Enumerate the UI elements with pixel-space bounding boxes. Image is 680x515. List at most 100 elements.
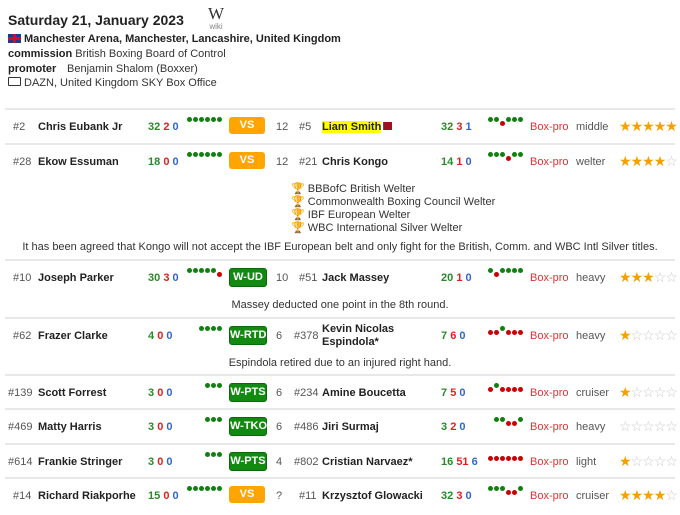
title-item: 🏆 WBC International Silver Welter [291, 222, 463, 234]
form-dot-win [217, 152, 222, 157]
record: 32 3 1 [441, 121, 472, 133]
result-badge[interactable]: W-PTS [229, 383, 267, 402]
result-badge[interactable]: W-UD [229, 268, 267, 287]
form-dot-loss [506, 156, 511, 161]
fighter1-rank: #28 [13, 156, 32, 168]
record: 32 2 0 [148, 121, 179, 133]
rounds: 4 [276, 456, 283, 468]
form-dot-win [205, 383, 210, 388]
star-filled-icon: ★ [619, 487, 632, 503]
commission-value[interactable]: British Boxing Board of Control [75, 48, 226, 60]
result-badge[interactable]: W-PTS [229, 452, 267, 471]
record: 20 1 0 [441, 272, 472, 284]
fighter2-rank: #378 [294, 330, 319, 342]
form-dot-loss [488, 456, 493, 461]
bout-type[interactable]: Box-pro [530, 490, 569, 502]
star-empty-icon: ☆ [653, 327, 667, 343]
fighter2-name[interactable]: Chris Kongo [322, 156, 388, 168]
star-filled-icon: ★ [619, 453, 632, 469]
fighter1-name[interactable]: Matty Harris [38, 421, 102, 433]
bout-type[interactable]: Box-pro [530, 156, 569, 168]
star-empty-icon: ☆ [665, 269, 678, 285]
form-dot-loss [488, 330, 493, 335]
fighter1-name[interactable]: Ekow Essuman [38, 156, 119, 168]
bout-type[interactable]: Box-pro [530, 121, 569, 133]
fighter1-name[interactable]: Frazer Clarke [38, 330, 108, 342]
bout-type[interactable]: Box-pro [530, 456, 569, 468]
form-dot-win [211, 152, 216, 157]
rating-stars: ★☆☆☆☆ [619, 327, 678, 344]
fighter1-form [199, 326, 223, 340]
form-dot-win [217, 417, 222, 422]
form-dot-win [211, 452, 216, 457]
fighter2-form [494, 417, 524, 431]
form-dot-win [494, 417, 499, 422]
fighter1-form [187, 117, 223, 131]
fighter1-name[interactable]: Richard Riakporhe [38, 490, 136, 502]
fighter2-rank: #11 [299, 490, 317, 502]
form-dot-loss [506, 490, 511, 495]
bout-type[interactable]: Box-pro [530, 272, 569, 284]
bout-type[interactable]: Box-pro [530, 330, 569, 342]
fighter2-name[interactable]: Jack Massey [322, 272, 390, 284]
star-empty-icon: ☆ [642, 384, 655, 400]
form-dot-win [494, 152, 499, 157]
bout-type[interactable]: Box-pro [530, 387, 569, 399]
form-dot-win [205, 486, 210, 491]
fighter1-rank: #10 [13, 272, 32, 284]
fighter2-name[interactable]: Krzysztof Glowacki [322, 490, 423, 502]
record: 7 6 0 [441, 330, 466, 342]
fighter1-name[interactable]: Chris Eubank Jr [38, 121, 123, 133]
promoter-value[interactable]: Benjamin Shalom (Boxxer) [67, 63, 198, 75]
weight-class: cruiser [576, 387, 610, 399]
bout-row: #28 Ekow Essuman 18 0 0 VS 12 #21 Chris … [5, 143, 678, 179]
fighter2-name[interactable]: Jiri Surmaj [322, 421, 379, 433]
star-filled-icon: ★ [642, 118, 655, 134]
fighter2-rank: #5 [299, 121, 312, 133]
form-dot-win [488, 486, 493, 491]
form-dot-loss [512, 387, 517, 392]
form-dot-win [211, 383, 216, 388]
fighter1-form [187, 152, 223, 166]
star-filled-icon: ★ [619, 153, 632, 169]
fighter1-name[interactable]: Frankie Stringer [38, 456, 123, 468]
fighter2-name[interactable]: Cristian Narvaez* [322, 456, 413, 468]
result-badge[interactable]: VS [229, 117, 265, 134]
weight-class: cruiser [576, 490, 610, 502]
fighter2-name[interactable]: Liam Smith [322, 121, 393, 133]
form-dot-win [494, 486, 499, 491]
result-badge[interactable]: W-TKO [229, 417, 267, 436]
star-empty-icon: ☆ [630, 453, 644, 469]
venue: Manchester Arena, Manchester, Lancashire… [24, 33, 341, 45]
fighter1-name[interactable]: Joseph Parker [38, 272, 114, 284]
record: 32 3 0 [441, 490, 472, 502]
fighter2-name[interactable]: Kevin Nicolas Espindola* [322, 323, 395, 348]
bout-row: #10 Joseph Parker 30 3 0 W-UD 10 #51 Jac… [5, 259, 678, 295]
bout-type[interactable]: Box-pro [530, 421, 569, 433]
star-empty-icon: ☆ [665, 327, 678, 343]
fighter1-rank: #614 [8, 456, 33, 468]
star-empty-icon: ☆ [653, 418, 667, 434]
fighter2-form [488, 117, 524, 131]
fighter2-rank: #234 [294, 387, 319, 399]
result-badge[interactable]: W-RTD [229, 326, 267, 345]
fighter1-name[interactable]: Scott Forrest [38, 387, 107, 399]
result-badge[interactable]: VS [229, 152, 265, 169]
form-dot-loss [506, 330, 511, 335]
fighter1-form [205, 417, 223, 431]
form-dot-loss [512, 330, 517, 335]
form-dot-win [506, 268, 511, 273]
rounds: 10 [276, 272, 289, 284]
form-dot-win [512, 268, 517, 273]
bout-row: #62 Frazer Clarke 4 0 0 W-RTD 6 #378 Kev… [5, 317, 678, 353]
bout-note: It has been agreed that Kongo will not a… [22, 241, 658, 253]
bout-note: Espindola retired due to an injured righ… [228, 357, 452, 369]
fighter2-name[interactable]: Amine Boucetta [322, 387, 406, 399]
result-badge[interactable]: VS [229, 486, 265, 503]
fighter1-form [187, 486, 223, 500]
form-dot-win [205, 268, 210, 273]
bout-row: #2 Chris Eubank Jr 32 2 0 VS 12 #5 Liam … [5, 108, 678, 144]
rating-stars: ★★★★☆ [619, 487, 678, 504]
commission-label: commission [8, 48, 73, 60]
